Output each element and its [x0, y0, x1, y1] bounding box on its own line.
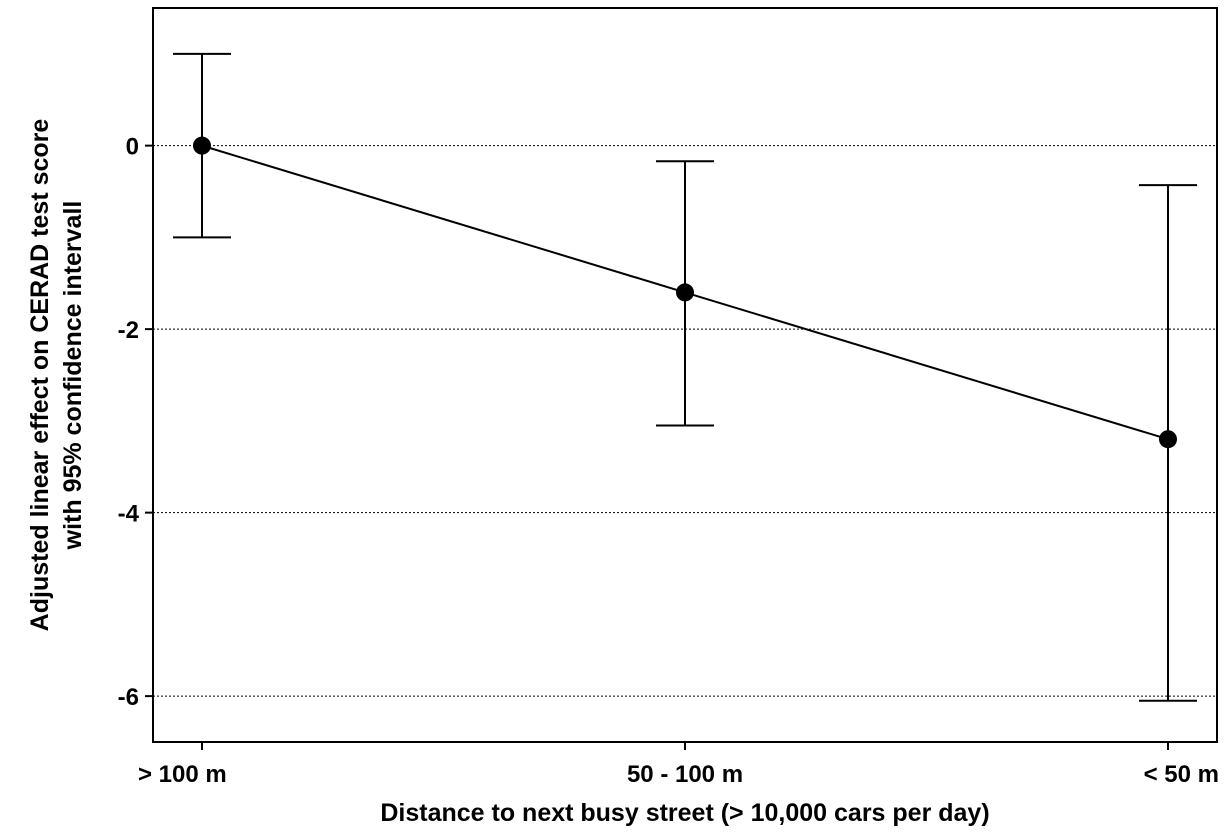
data-points: [193, 136, 1177, 449]
y-tick-label: -4: [118, 501, 140, 528]
x-axis-ticks: > 100 m 50 - 100 m < 50 m: [138, 742, 1219, 788]
x-axis-label: Distance to next busy street (> 10,000 c…: [380, 799, 989, 827]
y-axis-ticks: 0 -2 -4 -6: [118, 134, 153, 711]
y-axis-label-line-1: Adjusted linear effect on CERAD test sco…: [26, 119, 54, 632]
x-tick-label: < 50 m: [1144, 761, 1219, 788]
y-axis-label-line-2: with 95% confidence intervall: [59, 201, 87, 551]
y-tick-label: -6: [118, 684, 139, 711]
data-point: [193, 136, 211, 155]
y-tick-label: 0: [126, 134, 139, 161]
y-axis-label: Adjusted linear effect on CERAD test sco…: [26, 119, 87, 632]
x-tick-label: 50 - 100 m: [627, 761, 743, 788]
data-point: [1159, 430, 1177, 449]
x-tick-label: > 100 m: [138, 761, 227, 788]
data-point: [676, 283, 694, 302]
error-bars: [173, 52, 1197, 702]
y-tick-label: -2: [118, 317, 139, 344]
